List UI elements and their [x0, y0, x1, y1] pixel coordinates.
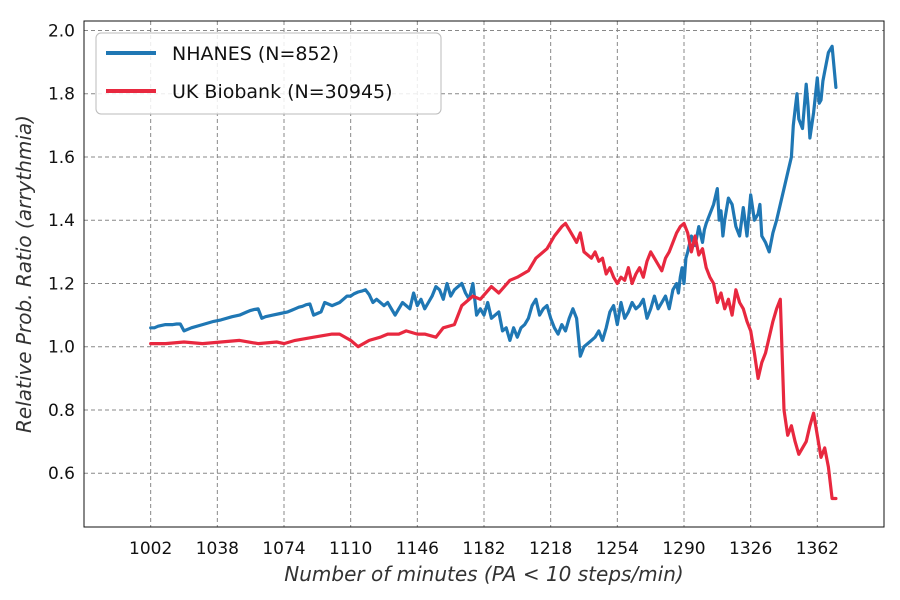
y-tick-label: 1.8 — [48, 85, 75, 105]
x-tick-label: 1362 — [796, 539, 839, 559]
plot-frame — [83, 20, 885, 528]
x-tick-label: 1218 — [529, 539, 572, 559]
x-tick-label: 1146 — [396, 539, 439, 559]
y-tick-label: 1.4 — [48, 211, 75, 231]
y-tick-label: 1.6 — [48, 148, 75, 168]
x-tick-label: 1002 — [129, 539, 172, 559]
legend: NHANES (N=852) UK Biobank (N=30945) — [95, 32, 442, 115]
series-line-uk — [149, 221, 838, 501]
legend-label-ukbiobank: UK Biobank (N=30945) — [172, 81, 393, 103]
x-tick-label: 1074 — [262, 539, 305, 559]
x-tick-label: 1290 — [662, 539, 705, 559]
y-tick-label: 2.0 — [48, 21, 75, 41]
x-axis-ticks: 1002 1038 1074 1110 1146 1182 1218 1254 1290 1326… — [129, 539, 839, 559]
y-tick-label: 0.6 — [48, 464, 75, 484]
x-tick-label: 1038 — [196, 539, 239, 559]
series-line-nhanes — [149, 44, 838, 358]
y-axis-ticks: 0.6 0.8 1.0 1.2 1.4 1.6 1.8 2.0 — [48, 21, 75, 484]
y-tick-label: 1.0 — [48, 338, 75, 358]
legend-label-nhanes: NHANES (N=852) — [172, 43, 339, 65]
legend-box — [95, 32, 442, 115]
x-tick-label: 1254 — [596, 539, 639, 559]
y-tick-label: 1.2 — [48, 274, 75, 294]
x-tick-label: 1182 — [462, 539, 505, 559]
x-tick-label: 1326 — [729, 539, 772, 559]
y-tick-label: 0.8 — [48, 401, 75, 421]
x-axis-label: Number of minutes (PA < 10 steps/min) — [284, 562, 683, 586]
x-tick-label: 1110 — [329, 539, 372, 559]
y-axis-label: Relative Prob. Ratio (arrythmia) — [12, 115, 36, 433]
series-lines — [149, 44, 838, 501]
